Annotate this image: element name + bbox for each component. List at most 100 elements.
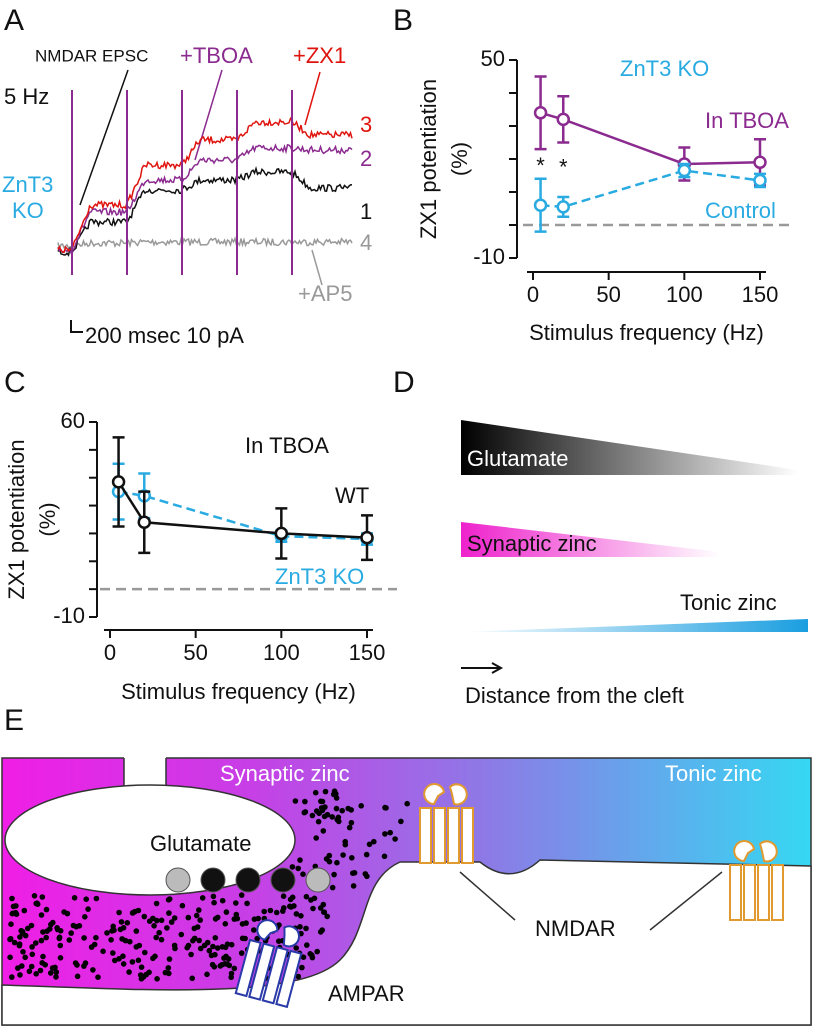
zinc-dot <box>238 892 245 898</box>
zinc-dot <box>39 960 45 966</box>
zinc-dot <box>19 928 26 935</box>
zinc-dot <box>70 922 77 929</box>
zinc-dot <box>310 905 316 912</box>
point <box>556 200 571 214</box>
y-tick-label: -10 <box>473 244 505 269</box>
zinc-dot <box>34 900 40 906</box>
zinc-dot <box>61 909 67 915</box>
zinc-dot <box>324 913 331 920</box>
zinc-dot <box>20 949 26 955</box>
zinc-dot <box>231 965 238 972</box>
zinc-dot <box>53 969 60 975</box>
zinc-dot <box>44 928 50 934</box>
zinc-dot <box>43 934 49 941</box>
zinc-dot <box>228 970 235 977</box>
zinc-dot <box>165 965 172 971</box>
zinc-dot <box>228 941 235 948</box>
zinc-dot <box>81 935 87 941</box>
zinc-dot <box>222 921 229 927</box>
zinc-dot <box>9 974 15 980</box>
zinc-dot <box>261 908 268 915</box>
pointer <box>311 249 323 286</box>
point <box>111 475 126 489</box>
zinc-dot <box>317 929 324 935</box>
panel-label: A <box>4 4 24 37</box>
label: +TBOA <box>180 43 253 68</box>
zinc-dot <box>300 954 307 960</box>
zinc-dot <box>9 895 15 902</box>
zinc-dot <box>382 831 388 837</box>
zinc-dot <box>280 893 287 899</box>
panel-label: B <box>393 4 413 37</box>
x-tick-label: 50 <box>596 282 620 307</box>
zinc-dot <box>289 894 296 901</box>
zinc-dot <box>136 942 143 949</box>
zinc-dot <box>90 967 96 973</box>
zinc-dot <box>342 841 349 848</box>
subunit <box>771 864 784 921</box>
zinc-dot <box>7 954 13 961</box>
y-axis-label: (%) <box>447 142 472 176</box>
zinc-dot <box>326 858 333 865</box>
label: 4 <box>360 230 372 255</box>
zinc-dot <box>225 956 232 962</box>
zinc-dot <box>346 824 353 831</box>
zinc-dot <box>210 893 217 900</box>
trace <box>57 143 353 255</box>
zinc-dot <box>311 895 318 902</box>
zinc-dot <box>233 900 239 906</box>
glutamate-vesicle <box>270 867 296 893</box>
trace <box>57 236 353 252</box>
zinc-dot <box>154 976 160 982</box>
zinc-dot <box>185 914 192 921</box>
zinc-dot <box>142 949 148 956</box>
zinc-dot <box>221 955 227 961</box>
vesicle <box>4 784 296 896</box>
zinc-dot <box>222 961 228 967</box>
glutamate-vesicle <box>200 867 226 893</box>
y-tick-label: 50 <box>481 46 505 71</box>
zinc-dot <box>233 911 240 918</box>
label: KO <box>12 198 44 223</box>
zinc-dot <box>333 805 340 812</box>
subunit <box>419 807 432 864</box>
zinc-dot <box>193 912 200 919</box>
zinc-dot <box>72 960 79 966</box>
zinc-dot <box>196 937 202 944</box>
point <box>533 106 548 120</box>
zinc-dot <box>273 909 280 916</box>
zinc-dot <box>31 893 38 899</box>
zinc-dot <box>214 945 221 951</box>
y-axis-label: ZX1 potentiation <box>4 439 29 599</box>
zinc-dot <box>383 805 389 811</box>
annotation: * <box>559 155 568 180</box>
zinc-dot <box>318 798 324 805</box>
zinc-dot <box>141 913 148 920</box>
zinc-dot <box>29 944 35 950</box>
zinc-dot <box>53 974 59 980</box>
zinc-dot <box>151 923 157 929</box>
x-tick-label: 50 <box>183 640 207 665</box>
zinc-dot <box>82 914 88 920</box>
zinc-dot <box>348 807 355 813</box>
receptor <box>234 919 303 1009</box>
glutamate-vesicle <box>235 867 261 893</box>
zinc-dot <box>322 804 328 810</box>
zinc-dot <box>39 894 46 900</box>
receptor <box>729 840 784 921</box>
zinc-dot <box>100 948 106 955</box>
zinc-dot <box>171 942 178 949</box>
zinc-dot <box>16 942 23 949</box>
zinc-dot <box>153 934 159 941</box>
zinc-dot <box>135 907 142 914</box>
zinc-dot <box>210 943 216 950</box>
zinc-dot <box>254 935 260 942</box>
receptor <box>419 783 474 864</box>
zinc-dot <box>398 818 404 825</box>
zinc-dot <box>281 905 287 911</box>
zinc-dot <box>185 942 192 949</box>
zinc-dot <box>110 950 116 956</box>
zinc-dot <box>179 902 186 909</box>
zinc-dot <box>52 964 58 971</box>
